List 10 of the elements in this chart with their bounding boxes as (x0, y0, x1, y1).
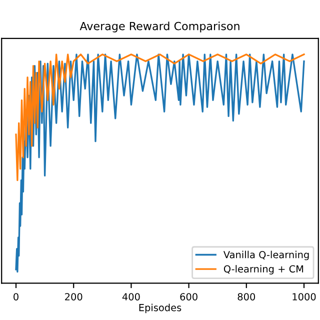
x-tick-label: 200 (65, 293, 82, 300)
legend-label: Vanilla Q-learning (223, 250, 309, 260)
x-tick-label: 600 (180, 293, 198, 300)
x-tick-label: 1000 (292, 293, 316, 300)
x-tick-label: 0 (14, 293, 18, 300)
legend-label: Q-learning + CM (224, 265, 304, 274)
x-tick-label: 400 (122, 293, 140, 300)
x-tick-label: 800 (238, 293, 256, 300)
x-axis-title: Episodes (139, 304, 182, 314)
chart-title: Average Reward Comparison (80, 22, 240, 32)
